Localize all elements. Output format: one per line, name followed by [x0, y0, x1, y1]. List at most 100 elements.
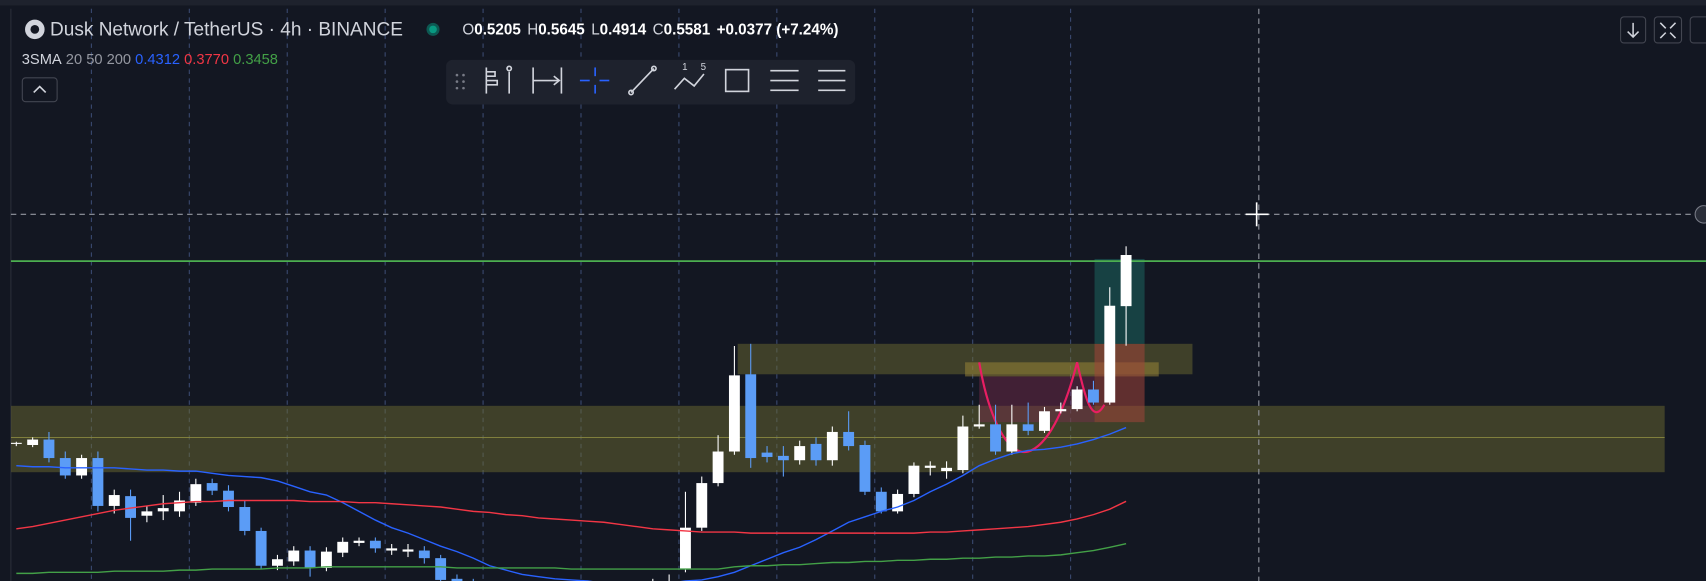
candle-body: [272, 559, 283, 566]
candle-body: [728, 375, 740, 452]
tool-path-label: 1: [682, 62, 687, 73]
collapse-icon: [33, 85, 47, 94]
candle-body: [223, 490, 234, 508]
candle-body: [941, 467, 953, 472]
stop-box: [1094, 343, 1145, 423]
tool-crosshair[interactable]: [579, 67, 610, 94]
candle-body: [859, 444, 871, 492]
candle-body: [973, 424, 985, 427]
sma-line: [16, 499, 1127, 534]
indicator-value: 0.4312: [135, 52, 180, 68]
collapse-button[interactable]: [21, 77, 58, 103]
toolbar-bg: [446, 59, 856, 105]
candle-body: [337, 541, 349, 553]
logo-inner: [30, 25, 40, 34]
candle-body: [924, 465, 936, 468]
download-icon: [1627, 22, 1640, 39]
candle-body: [190, 484, 202, 503]
indicator-params: 20 50 200: [66, 52, 131, 68]
tool-path[interactable]: [673, 73, 705, 90]
cursor: [1245, 202, 1269, 227]
ohlc-value: 0.4914: [600, 21, 647, 38]
ohlc-value: 0.5645: [538, 21, 585, 38]
crosshair: [10, 8, 1706, 581]
candle-body: [712, 451, 724, 484]
candle-body: [680, 527, 691, 570]
indicator-value: 0.3458: [233, 52, 278, 68]
ohlc-value: 0.5581: [664, 21, 711, 38]
candle-body: [43, 439, 55, 459]
candle-body: [255, 530, 267, 566]
status-dot: [429, 25, 437, 34]
indicator-name: 3SMA: [22, 52, 62, 68]
more-button[interactable]: [1689, 16, 1706, 44]
candle-body: [826, 431, 838, 461]
candle-body: [10, 442, 22, 444]
candle-body: [353, 540, 365, 543]
ohlc-label: L: [591, 21, 599, 38]
top-bar: [0, 0, 1706, 6]
target-box: [1094, 258, 1145, 344]
candle-body: [761, 452, 773, 457]
candle-body: [108, 495, 120, 506]
candle-body: [1022, 424, 1034, 431]
candle-body: [320, 551, 332, 568]
candle-body: [304, 550, 316, 568]
tool-anchor[interactable]: [485, 65, 513, 94]
candle-body: [957, 426, 969, 471]
candle-body: [157, 508, 169, 512]
candle-body: [451, 578, 463, 581]
candle-body: [1104, 305, 1116, 403]
fullscreen-icon: [1659, 22, 1677, 39]
indicator-legend[interactable]: 3SMA 20 50 200 0.4312 0.3770 0.3458: [22, 52, 278, 68]
plot-area: [10, 246, 1706, 581]
candle-body: [794, 446, 806, 461]
candle-body: [990, 424, 1001, 452]
drag-handle: [455, 73, 465, 90]
candle-body: [141, 511, 153, 516]
candle-body: [1006, 424, 1018, 452]
symbol-title[interactable]: Dusk Network / TetherUS · 4h · BINANCE: [50, 19, 403, 40]
indicator-value: 0.3770: [184, 52, 229, 68]
download-button[interactable]: [1620, 16, 1647, 44]
ohlc-legend: O0.5205 H0.5645 L0.4914 C0.5581 +0.0377 …: [462, 21, 838, 38]
candle-body: [92, 458, 104, 506]
ohlc-label: O: [462, 21, 474, 38]
sma-line: [16, 543, 1127, 575]
tool-trendline[interactable]: [628, 65, 657, 96]
price-scale-handle[interactable]: [1694, 205, 1706, 224]
candle-body: [418, 550, 430, 559]
tool-rectangle[interactable]: [724, 68, 750, 93]
candle-body: [875, 491, 887, 512]
fullscreen-button[interactable]: [1653, 16, 1683, 44]
candle-body: [745, 374, 757, 459]
cup-handle-drawing: [978, 362, 1106, 453]
candle-body: [288, 550, 300, 562]
candle-body: [1088, 389, 1099, 403]
candle-body: [369, 540, 381, 549]
candle-body: [892, 493, 904, 512]
ohlc-value: 0.5205: [474, 21, 521, 38]
candle-body: [696, 483, 708, 528]
candle-body: [206, 483, 218, 491]
candle-body: [777, 455, 789, 461]
candle-body: [174, 500, 185, 512]
candle-body: [402, 549, 414, 552]
candle-body: [76, 458, 88, 476]
candle-body: [1120, 255, 1132, 307]
candle-body: [27, 439, 39, 445]
tool-path-label: 5: [701, 62, 707, 73]
candle-body: [1071, 389, 1083, 410]
candle-body: [1055, 409, 1067, 412]
change: +0.0377 (+7.24%): [717, 21, 839, 38]
tool-settings[interactable]: [818, 69, 846, 92]
candle-body: [59, 458, 71, 476]
title: Dusk Network / TetherUS · 4h · BINANCE: [50, 19, 403, 40]
sma-line: [16, 426, 1127, 581]
tool-fib[interactable]: [770, 69, 799, 92]
tool-range[interactable]: [532, 67, 563, 94]
drawing-toolbar: 1 5: [446, 59, 856, 105]
candle-body: [908, 465, 920, 494]
window-buttons: [1620, 16, 1706, 44]
